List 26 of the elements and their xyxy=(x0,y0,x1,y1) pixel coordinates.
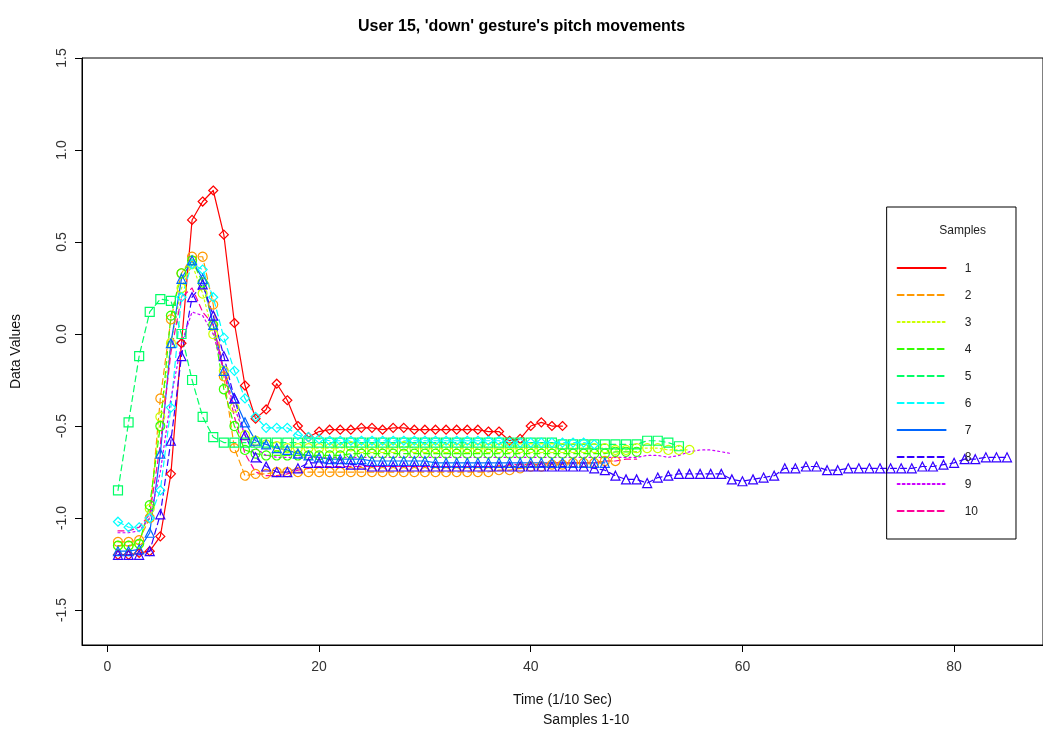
y-axis-title: Data Values xyxy=(7,313,23,390)
x-tick-label: 60 xyxy=(734,658,751,674)
legend-label: 3 xyxy=(964,315,972,329)
legend-title: Samples xyxy=(939,223,986,237)
y-tick-label: 0.0 xyxy=(53,324,69,344)
x-axis-title: Time (1/10 Sec) xyxy=(512,691,613,707)
y-tick-label: -0.5 xyxy=(53,413,69,439)
y-tick-label: 1.0 xyxy=(53,140,69,160)
legend-label: 5 xyxy=(964,369,972,383)
legend-label: 9 xyxy=(964,477,972,491)
legend-label: 2 xyxy=(964,288,972,302)
y-tick-label: 1.5 xyxy=(53,48,69,68)
y-tick-label: -1.0 xyxy=(53,505,69,531)
x-tick-label: 40 xyxy=(522,658,539,674)
legend-label: 10 xyxy=(964,504,979,518)
x-tick-label: 80 xyxy=(946,658,963,674)
chart-title: User 15, 'down' gesture's pitch movements xyxy=(357,16,686,34)
legend-label: 1 xyxy=(964,261,972,275)
legend-label: 6 xyxy=(964,396,972,410)
y-tick-label: 0.5 xyxy=(53,232,69,252)
legend-label: 4 xyxy=(964,342,972,356)
y-tick-label: -1.5 xyxy=(53,597,69,623)
x-tick-label: 20 xyxy=(311,658,328,674)
text: Samples 1-10 xyxy=(542,711,630,727)
legend-label: 7 xyxy=(964,423,972,437)
x-tick-label: 0 xyxy=(103,658,112,674)
